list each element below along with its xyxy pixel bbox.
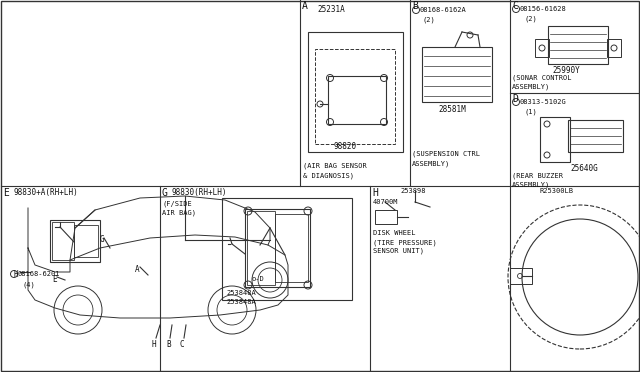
Text: 253898: 253898 [400, 188, 426, 194]
Bar [222, 198, 352, 300]
Bar [328, 76, 386, 124]
Text: 25231A: 25231A [317, 5, 345, 14]
Text: & DIAGNOSIS): & DIAGNOSIS) [303, 172, 354, 179]
Bar [535, 39, 549, 57]
Text: (SONAR CONTROL: (SONAR CONTROL [512, 74, 572, 80]
Text: G: G [100, 235, 104, 244]
Text: 08313-5102G: 08313-5102G [520, 99, 567, 105]
Text: 28581M: 28581M [438, 105, 466, 114]
Bar [607, 39, 621, 57]
Text: B: B [412, 1, 418, 11]
Text: 253848A: 253848A [226, 290, 256, 296]
Bar [540, 117, 570, 162]
Bar [275, 214, 308, 282]
Text: (TIRE PRESSURE): (TIRE PRESSURE) [373, 239, 436, 246]
Text: (2): (2) [422, 16, 435, 22]
Text: 40700M: 40700M [373, 199, 399, 205]
Text: 08168-6162A: 08168-6162A [420, 7, 467, 13]
Text: (REAR BUZZER: (REAR BUZZER [512, 172, 563, 179]
Text: (4): (4) [22, 281, 35, 288]
Text: ASSEMBLY): ASSEMBLY) [512, 181, 550, 187]
Bar [510, 268, 532, 284]
Text: AIR BAG): AIR BAG) [162, 209, 196, 215]
Text: C: C [180, 340, 184, 349]
Bar [308, 32, 403, 152]
Text: E: E [3, 188, 9, 198]
Text: 98830(RH+LH): 98830(RH+LH) [172, 188, 227, 197]
Text: (AIR BAG SENSOR: (AIR BAG SENSOR [303, 162, 367, 169]
Text: A: A [135, 265, 140, 274]
Text: G: G [162, 188, 168, 198]
Bar [74, 225, 98, 257]
Bar [548, 26, 608, 64]
Text: 98830+A(RH+LH): 98830+A(RH+LH) [13, 188, 77, 197]
Text: 08156-61628: 08156-61628 [520, 6, 567, 12]
Text: SENSOR UNIT): SENSOR UNIT) [373, 248, 424, 254]
Text: H: H [14, 270, 19, 279]
Text: H: H [152, 340, 157, 349]
Text: (1): (1) [524, 108, 537, 115]
Text: (2): (2) [524, 15, 537, 22]
Text: 25990Y: 25990Y [552, 66, 580, 75]
Text: 253848A: 253848A [226, 299, 256, 305]
Text: 25640G: 25640G [570, 164, 598, 173]
Bar [52, 222, 74, 260]
Text: DISK WHEEL: DISK WHEEL [373, 230, 415, 236]
Text: R25300LB: R25300LB [540, 188, 574, 194]
Text: (SUSPENSION CTRL: (SUSPENSION CTRL [412, 150, 480, 157]
Bar [247, 211, 275, 285]
Text: C: C [512, 1, 518, 11]
Bar [422, 47, 492, 102]
Text: H: H [372, 188, 378, 198]
Text: 08168-6201: 08168-6201 [18, 271, 61, 277]
Bar [245, 209, 310, 287]
Text: 98820: 98820 [333, 142, 356, 151]
Text: D: D [512, 94, 518, 104]
Text: (F/SIDE: (F/SIDE [162, 200, 192, 206]
Text: o-D: o-D [252, 276, 265, 282]
Text: ASSEMBLY): ASSEMBLY) [512, 83, 550, 90]
Text: ASSEMBLY): ASSEMBLY) [412, 160, 451, 167]
Text: A: A [302, 1, 308, 11]
Bar [568, 120, 623, 152]
Bar [375, 210, 397, 224]
Text: E: E [52, 275, 56, 284]
Bar [315, 49, 395, 144]
Text: B: B [166, 340, 171, 349]
Bar [50, 220, 100, 262]
